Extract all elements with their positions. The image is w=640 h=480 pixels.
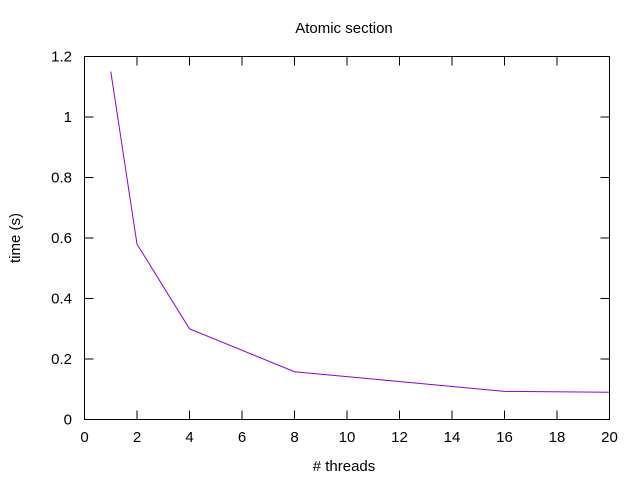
y-tick-label: 0.4: [51, 291, 72, 308]
x-tick-label: 8: [290, 429, 298, 446]
x-tick-label: 10: [339, 429, 356, 446]
x-tick-label: 6: [238, 429, 246, 446]
plot-frame: [84, 56, 610, 420]
x-tick-label: 14: [444, 429, 461, 446]
x-tick-label: 0: [80, 429, 88, 446]
y-tick-label: 0: [64, 412, 72, 429]
x-axis-label: # threads: [313, 458, 376, 475]
y-axis-label: time (s): [7, 213, 24, 263]
y-tick-label: 1.2: [51, 49, 72, 66]
x-tick-label: 12: [391, 429, 408, 446]
x-tick-label: 16: [496, 429, 513, 446]
y-tick-label: 1: [64, 109, 72, 126]
chart-title: Atomic section: [295, 20, 393, 37]
y-tick-label: 0.8: [51, 170, 72, 187]
x-tick-label: 20: [601, 429, 618, 446]
y-tick-label: 0.2: [51, 351, 72, 368]
x-tick-label: 18: [549, 429, 566, 446]
x-tick-label: 4: [185, 429, 193, 446]
x-tick-label: 2: [133, 429, 141, 446]
y-tick-label: 0.6: [51, 230, 72, 247]
series-line: [110, 71, 610, 393]
y-axis-ticks: 0 0.2 0.4 0.6 0.8 1 1.2: [51, 49, 610, 429]
series-layer: [110, 71, 610, 393]
x-axis-ticks: 0 2 4 6 8 10 12 14 16 18 20: [80, 56, 618, 446]
